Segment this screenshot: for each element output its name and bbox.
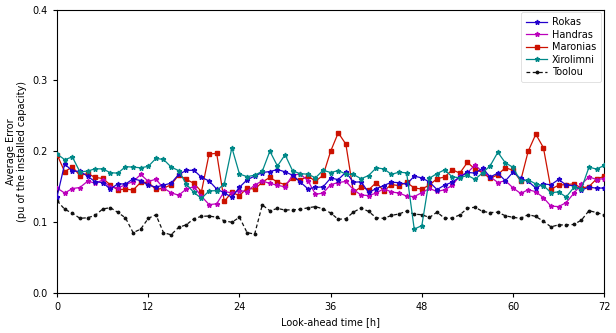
- Rokas: [540, 182, 547, 186]
- Rokas: [524, 179, 532, 183]
- Toolou: [532, 214, 540, 218]
- Xirolimni: [524, 178, 532, 182]
- Toolou: [182, 223, 190, 227]
- Rokas: [228, 195, 235, 199]
- Handras: [517, 191, 524, 195]
- Maronias: [221, 199, 228, 203]
- Legend: Rokas, Handras, Maronias, Xirolimni, Toolou: Rokas, Handras, Maronias, Xirolimni, Too…: [521, 12, 601, 82]
- Handras: [601, 176, 608, 180]
- Xirolimni: [334, 168, 342, 172]
- Y-axis label: Average Error
(pu of the installed capacity): Average Error (pu of the installed capac…: [6, 81, 27, 222]
- Maronias: [540, 146, 547, 150]
- Rokas: [251, 174, 258, 178]
- Line: Toolou: Toolou: [55, 198, 607, 237]
- Toolou: [517, 216, 524, 220]
- Line: Handras: Handras: [55, 163, 607, 209]
- Handras: [54, 186, 61, 190]
- Toolou: [54, 199, 61, 203]
- Handras: [471, 163, 479, 167]
- Line: Maronias: Maronias: [55, 131, 606, 203]
- Rokas: [54, 194, 61, 198]
- Toolou: [601, 213, 608, 217]
- Toolou: [334, 217, 342, 221]
- Rokas: [182, 168, 190, 172]
- Maronias: [524, 149, 532, 153]
- Rokas: [601, 186, 608, 190]
- Xirolimni: [175, 168, 182, 172]
- Line: Rokas: Rokas: [55, 162, 607, 200]
- Handras: [555, 204, 562, 208]
- Maronias: [562, 182, 570, 186]
- Xirolimni: [562, 195, 570, 199]
- Maronias: [342, 142, 349, 146]
- Xirolimni: [228, 146, 235, 150]
- Toolou: [555, 223, 562, 227]
- Handras: [236, 188, 243, 192]
- Xirolimni: [410, 227, 418, 231]
- Handras: [562, 200, 570, 204]
- Xirolimni: [601, 164, 608, 167]
- X-axis label: Look-ahead time [h]: Look-ahead time [h]: [281, 317, 380, 327]
- Handras: [175, 193, 182, 197]
- Rokas: [562, 183, 570, 187]
- Toolou: [243, 231, 251, 235]
- Toolou: [168, 233, 175, 237]
- Maronias: [601, 174, 608, 178]
- Rokas: [61, 162, 68, 166]
- Maronias: [54, 153, 61, 157]
- Handras: [327, 183, 334, 187]
- Xirolimni: [54, 152, 61, 156]
- Maronias: [175, 173, 182, 177]
- Line: Xirolimni: Xirolimni: [55, 145, 607, 231]
- Maronias: [334, 131, 342, 135]
- Handras: [532, 190, 540, 194]
- Xirolimni: [540, 183, 547, 187]
- Rokas: [342, 170, 349, 174]
- Xirolimni: [243, 174, 251, 178]
- Maronias: [243, 186, 251, 190]
